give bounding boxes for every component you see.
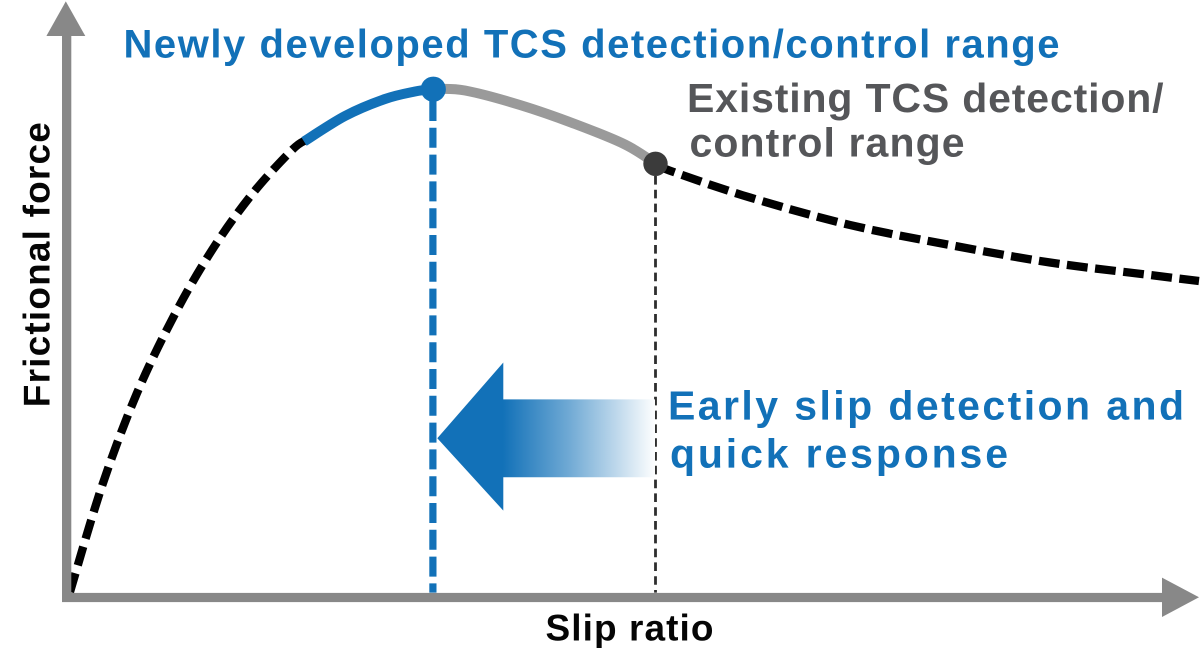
svg-text:Newly developed TCS detection/: Newly developed TCS detection/control ra… — [124, 22, 1060, 66]
svg-text:Frictional force: Frictional force — [16, 122, 57, 407]
svg-text:quick response: quick response — [670, 431, 1008, 477]
svg-text:Early slip detection and: Early slip detection and — [668, 383, 1184, 429]
svg-text:control range: control range — [690, 119, 965, 165]
svg-text:Existing TCS detection/: Existing TCS detection/ — [687, 75, 1164, 121]
svg-text:Slip ratio: Slip ratio — [546, 608, 714, 648]
